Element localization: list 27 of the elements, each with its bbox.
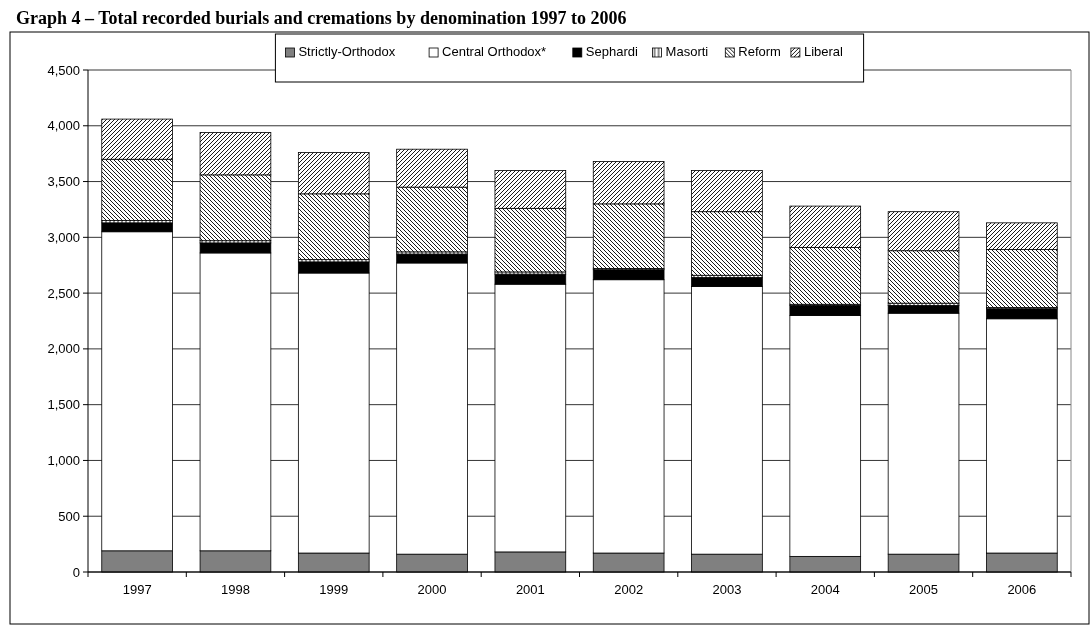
legend-label: Strictly-Orthodox — [298, 44, 396, 59]
legend-label: Reform — [738, 44, 781, 59]
x-tick-label: 2002 — [614, 582, 644, 597]
x-tick-label: 2005 — [909, 582, 939, 597]
y-tick-label: 1,500 — [47, 397, 80, 413]
y-tick-label: 3,000 — [47, 229, 80, 245]
x-tick-label: 1997 — [122, 582, 152, 597]
y-tick-label: 1,000 — [47, 452, 80, 468]
y-tick-label: 3,500 — [47, 174, 80, 190]
y-tick-label: 2,000 — [47, 341, 80, 357]
chart-title: Graph 4 – Total recorded burials and cremations by denomination 1997 to 2006 — [16, 8, 627, 28]
legend-label: Liberal — [803, 44, 844, 59]
x-tick-label: 1999 — [319, 582, 349, 597]
legend-label: Masorti — [665, 44, 709, 59]
legend-label: Central Orthodox* — [442, 44, 547, 59]
x-tick-label: 2004 — [810, 582, 840, 597]
y-tick-label: 0 — [72, 564, 80, 580]
y-tick-label: 4,000 — [47, 118, 80, 134]
legend-label: Sephardi — [585, 44, 638, 59]
x-tick-label: 1998 — [220, 582, 250, 597]
y-tick-label: 2,500 — [47, 285, 80, 301]
y-tick-label: 4,500 — [47, 62, 80, 78]
x-tick-label: 2006 — [1007, 582, 1037, 597]
x-tick-label: 2003 — [712, 582, 742, 597]
x-tick-label: 2001 — [515, 582, 545, 597]
y-tick-label: 500 — [58, 508, 80, 524]
x-tick-label: 2000 — [417, 582, 447, 597]
